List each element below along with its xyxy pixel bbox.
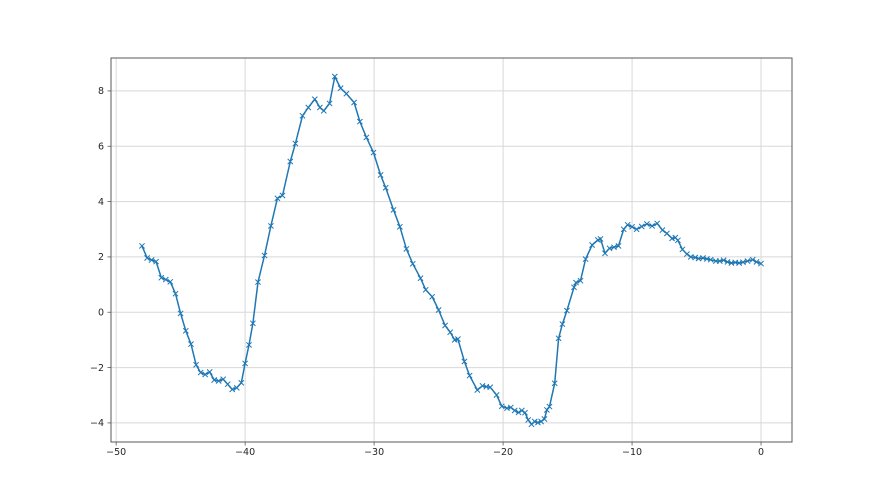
axes-frame bbox=[110, 57, 793, 443]
data-markers bbox=[139, 73, 764, 428]
y-tick-label: −4 bbox=[90, 418, 104, 429]
x-tick-label: −20 bbox=[493, 447, 513, 458]
y-tick-label: 6 bbox=[98, 141, 104, 152]
y-tick-label: 8 bbox=[98, 86, 104, 97]
x-tick-label: −40 bbox=[235, 447, 255, 458]
x-tick-label: 0 bbox=[758, 447, 764, 458]
y-tick-label: 2 bbox=[98, 252, 104, 263]
x-tick-label: −30 bbox=[364, 447, 384, 458]
x-tick-label: −50 bbox=[106, 447, 126, 458]
plot-area bbox=[111, 58, 792, 442]
y-tick-label: −2 bbox=[90, 363, 104, 374]
x-tick-label: −10 bbox=[622, 447, 642, 458]
y-tick-label: 4 bbox=[98, 197, 104, 208]
y-tick-label: 0 bbox=[98, 307, 104, 318]
